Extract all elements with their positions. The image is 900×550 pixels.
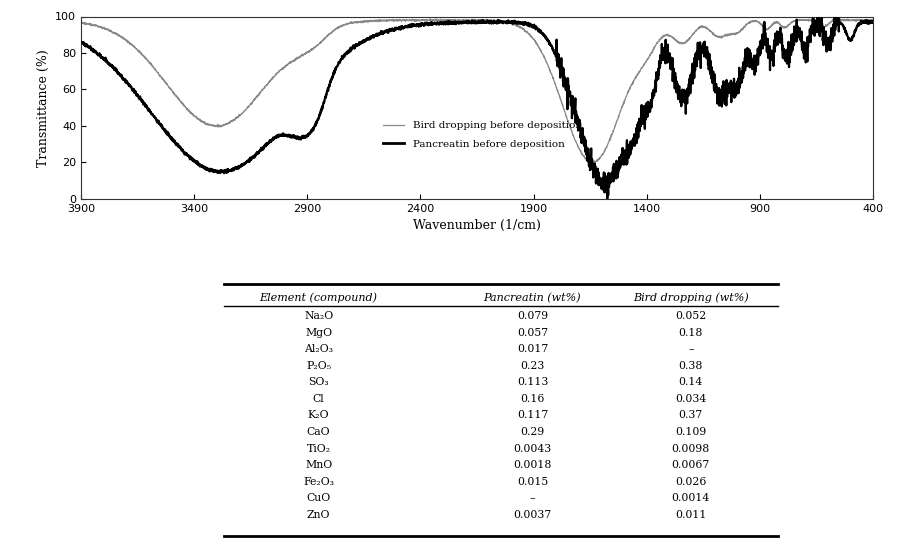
Legend: Bird dropping before deposition, Pancreatin before deposition: Bird dropping before deposition, Pancrea…	[379, 117, 586, 153]
Text: 0.011: 0.011	[675, 510, 706, 520]
Text: 0.109: 0.109	[675, 427, 706, 437]
X-axis label: Wavenumber (1/cm): Wavenumber (1/cm)	[413, 219, 541, 233]
Text: 0.0037: 0.0037	[513, 510, 552, 520]
Text: 0.057: 0.057	[517, 328, 548, 338]
Text: 0.052: 0.052	[675, 311, 706, 321]
Text: 0.0098: 0.0098	[671, 444, 710, 454]
Text: 0.0043: 0.0043	[513, 444, 552, 454]
Text: 0.23: 0.23	[520, 361, 544, 371]
Text: 0.38: 0.38	[679, 361, 703, 371]
Text: 0.18: 0.18	[679, 328, 703, 338]
Text: 0.079: 0.079	[517, 311, 548, 321]
Text: 0.14: 0.14	[679, 377, 703, 387]
Text: 0.015: 0.015	[517, 477, 548, 487]
Text: SO₃: SO₃	[309, 377, 328, 387]
Text: CuO: CuO	[307, 493, 330, 503]
Text: 0.117: 0.117	[517, 410, 548, 421]
Text: 0.026: 0.026	[675, 477, 706, 487]
Text: 0.113: 0.113	[517, 377, 548, 387]
Text: Bird dropping (wt%): Bird dropping (wt%)	[633, 293, 749, 303]
Text: 0.29: 0.29	[520, 427, 544, 437]
Y-axis label: Transmittance (%): Transmittance (%)	[37, 49, 50, 167]
Text: 0.017: 0.017	[517, 344, 548, 354]
Text: CaO: CaO	[307, 427, 330, 437]
Text: ZnO: ZnO	[307, 510, 330, 520]
Text: MgO: MgO	[305, 328, 332, 338]
Text: Fe₂O₃: Fe₂O₃	[303, 477, 334, 487]
Text: Pancreatin (wt%): Pancreatin (wt%)	[483, 293, 581, 303]
Text: 0.0018: 0.0018	[513, 460, 552, 470]
Text: Al₂O₃: Al₂O₃	[304, 344, 333, 354]
Text: TiO₂: TiO₂	[307, 444, 330, 454]
Text: P₂O₅: P₂O₅	[306, 361, 331, 371]
Text: 0.16: 0.16	[520, 394, 544, 404]
Text: 0.034: 0.034	[675, 394, 706, 404]
Text: –: –	[530, 493, 536, 503]
Text: –: –	[688, 344, 694, 354]
Text: Cl: Cl	[312, 394, 325, 404]
Text: Na₂O: Na₂O	[304, 311, 333, 321]
Text: 0.0014: 0.0014	[671, 493, 710, 503]
Text: 0.0067: 0.0067	[671, 460, 710, 470]
Text: K₂O: K₂O	[308, 410, 329, 421]
Text: Element (compound): Element (compound)	[259, 293, 378, 303]
Text: MnO: MnO	[305, 460, 332, 470]
Text: 0.37: 0.37	[679, 410, 703, 421]
